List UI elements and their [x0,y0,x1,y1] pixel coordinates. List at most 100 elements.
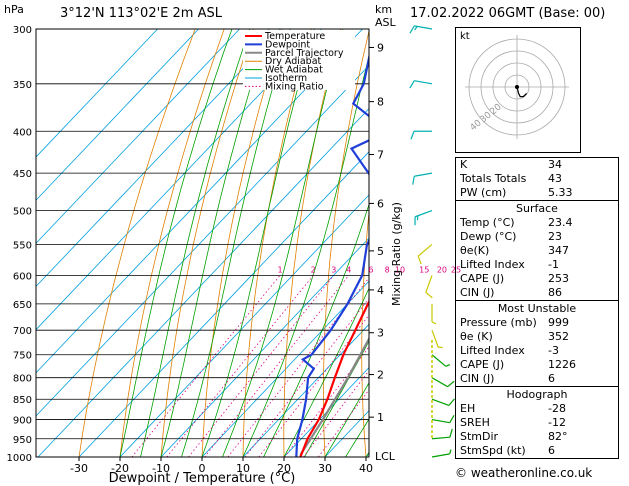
wind-barb [431,330,443,349]
hodograph-stat-value: -12 [548,416,566,429]
wind-barb-staff [414,80,433,85]
isotherm-line [283,366,369,457]
surface-value: 23 [548,230,562,243]
hodograph-unit: kt [460,31,470,42]
legend-entry: Parcel Trajectory [265,48,344,59]
km-tick-label: 3 [377,327,384,340]
legend-bg [243,30,355,90]
mixing-ratio-label: 20 [437,265,447,274]
surface-row: Temp (°C) 23.4 [456,216,618,230]
temperature-profile [299,299,369,457]
km-tick-label: 9 [377,41,384,54]
dry-adiabat-line [399,29,428,457]
location-title: 3°12'N 113°02'E 2m ASL [60,6,222,21]
hodograph-stat-row: SREH -12 [456,416,618,430]
isotherm-line [36,29,281,288]
surface-row: Dewp (°C) 23 [456,230,618,244]
wind-barb-staff [431,398,450,406]
pressure-tick-label: 700 [13,326,32,337]
temperature-axis: -30 -20 -10 0 10 20 30 40 [70,457,373,475]
wet-adiabat-line [324,382,369,457]
wet-adiabat-line [160,29,270,457]
pressure-tick-label: 500 [13,207,32,218]
most-unstable-label: Lifted Index [460,344,525,357]
credit: © weatheronline.co.uk [455,466,593,480]
wind-barb [431,398,455,406]
wind-barb-flag [449,428,453,438]
surface-value: 23.4 [548,216,573,229]
isotherm-line [160,237,369,457]
isotherm-line [36,29,199,201]
mixing-ratio-label: 8 [385,265,390,274]
surface-value: 347 [548,244,569,257]
wind-barb [431,449,452,458]
hodograph-center [515,85,519,89]
wet-adiabat-line [283,287,369,457]
most-unstable-label: CAPE (J) [460,358,505,371]
isotherm-line [78,151,369,457]
most-unstable-row: Lifted Index -3 [456,344,618,358]
wind-barb-staff [431,330,439,348]
datetime-title: 17.02.2022 06GMT (Base: 00) [410,6,606,21]
legend-entry: Dewpoint [265,39,310,50]
surface-row: Lifted Index -1 [456,258,618,272]
pressure-tick-label: 1000 [7,453,32,464]
surface-label: Dewp (°C) [460,230,517,243]
surface-row: CIN (J) 86 [456,286,618,300]
hodograph-stat-label: StmDir [460,430,499,443]
wind-barb-staff [431,418,450,424]
x-axis-label: Dewpoint / Temperature (°C) [109,471,296,486]
mixing-ratio-lines [131,275,369,457]
most-unstable-value: 1226 [548,358,576,371]
temp-tick-label: -20 [111,462,129,475]
most-unstable-row: CAPE (J) 1226 [456,358,618,372]
km-tick-label: 2 [377,369,384,382]
km-tick-label: 1 [377,411,384,424]
index-row: Totals Totals 43 [456,172,618,186]
temp-tick-label: -10 [152,462,170,475]
wind-barb-half [445,363,451,367]
legend-entry: Mixing Ratio [265,81,324,92]
isotherm-line [119,194,369,457]
surface-label: Lifted Index [460,258,525,271]
most-unstable-row: CIN (J) 6 [456,372,618,386]
pressure-tick-label: 300 [13,25,32,36]
most-unstable-label: Pressure (mb) [460,316,537,329]
index-label: PW (cm) [460,186,507,199]
wind-barb [412,172,433,185]
most-unstable-row: Pressure (mb) 999 [456,316,618,330]
pressure-tick-label: 950 [13,435,32,446]
indices-table: K 34 Totals Totals 43 PW (cm) 5.33 Surface Te… [455,157,619,459]
mixing-ratio-label: 1 [277,265,282,274]
km-tick-label: 8 [377,96,384,109]
wind-barb [410,130,432,140]
wind-barb-staff [431,377,448,388]
wind-barb [414,210,433,226]
wind-barb-staff [431,354,447,367]
temp-tick-label: 0 [199,462,206,475]
wind-barb-flag [447,380,455,388]
wind-barb-staff [417,244,433,257]
wind-barbs [409,25,455,458]
most-unstable-row: θe (K) 352 [456,330,618,344]
isobar-lines [36,28,369,458]
wind-barb [425,275,433,299]
most-unstable-title: Most Unstable [497,302,577,315]
index-value: 43 [548,172,562,185]
wind-barb-half [414,26,418,31]
hodograph-stat-row: StmSpd (kt) 6 [456,444,618,458]
isotherm-line [36,29,322,331]
dry-adiabat-line [435,29,457,457]
wind-barb-flag [410,131,415,140]
hpa-unit: hPa [4,3,24,16]
most-unstable-value: -3 [548,344,559,357]
km-unit: km [375,3,393,16]
index-label: Totals Totals [460,172,527,185]
mixing-ratio-label: 10 [395,265,405,274]
pressure-tick-label: 400 [13,127,32,138]
hodograph-stat-row: StmDir 82° [456,430,618,444]
